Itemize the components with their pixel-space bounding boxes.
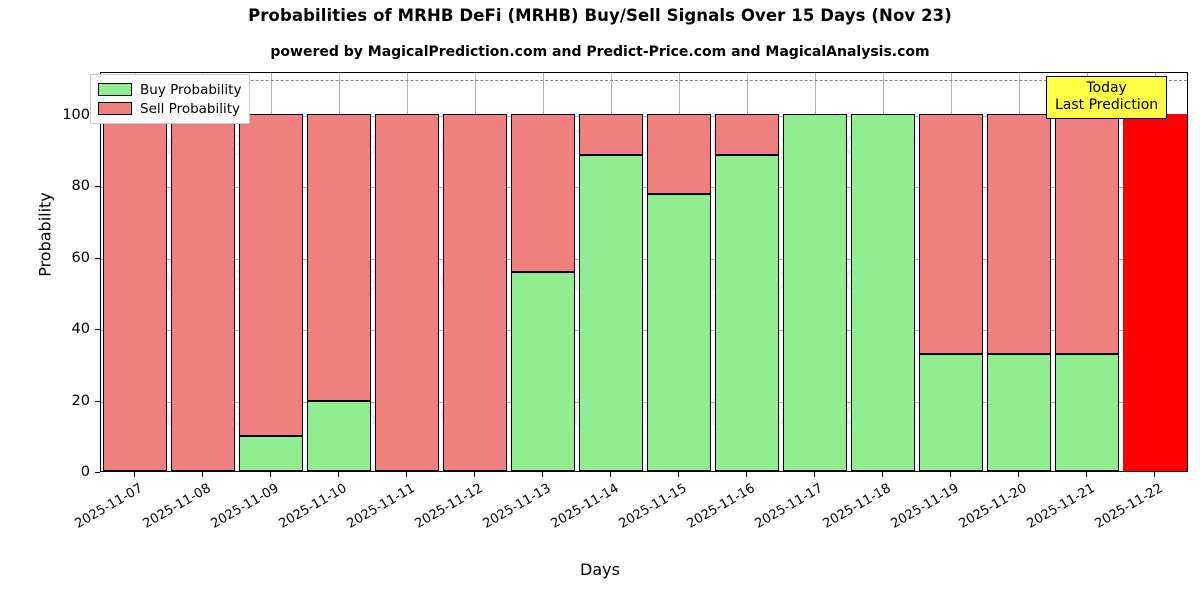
threshold-line	[101, 80, 1187, 82]
legend-swatch-sell-icon	[98, 102, 132, 115]
bar-2025-11-10[interactable]	[307, 73, 371, 471]
bar-2025-11-22[interactable]	[1123, 73, 1187, 471]
bar-segment-sell	[307, 113, 371, 401]
x-tick-mark	[882, 472, 883, 477]
bar-segment-buy	[851, 113, 915, 471]
bar-segment-sell	[511, 113, 575, 273]
legend-label-buy: Buy Probability	[140, 81, 242, 98]
y-tick-mark	[95, 329, 100, 331]
today-annotation-line1: Today	[1086, 80, 1127, 96]
plot-area: MagicalAnalysis.comMagicalPrediction.com…	[100, 72, 1188, 472]
bar-2025-11-20[interactable]	[987, 73, 1051, 471]
gridline-horizontal	[101, 258, 1187, 260]
legend-item-sell: Sell Probability	[98, 99, 241, 118]
y-tick-mark	[95, 186, 100, 188]
x-tick-mark	[474, 472, 475, 477]
bar-2025-11-13[interactable]	[511, 73, 575, 471]
x-tick-mark	[1086, 472, 1087, 477]
bar-segment-buy	[307, 400, 371, 471]
bar-segment-buy	[987, 353, 1051, 471]
y-tick-label: 40	[71, 321, 90, 338]
x-tick-mark	[270, 472, 271, 477]
y-tick-label: 20	[71, 392, 90, 409]
bar-segment-sell	[1055, 113, 1119, 354]
bar-2025-11-19[interactable]	[919, 73, 983, 471]
bar-segment-sell	[443, 113, 507, 471]
bar-2025-11-07[interactable]	[103, 73, 167, 471]
x-tick-mark	[746, 472, 747, 477]
x-tick-mark	[950, 472, 951, 477]
y-tick-mark	[95, 472, 100, 473]
x-tick-mark	[1018, 472, 1019, 477]
bar-segment-buy	[715, 154, 779, 471]
today-annotation: Today Last Prediction	[1046, 76, 1168, 119]
legend-item-buy: Buy Probability	[98, 80, 241, 99]
today-annotation-line2: Last Prediction	[1055, 97, 1159, 113]
gridline-horizontal	[101, 187, 1187, 189]
bar-segment-buy	[511, 272, 575, 471]
y-tick-label: 60	[71, 249, 90, 266]
bar-segment-sell	[647, 113, 711, 195]
bar-segment-sell	[239, 113, 303, 437]
legend-label-sell: Sell Probability	[140, 100, 241, 117]
bar-2025-11-15[interactable]	[647, 73, 711, 471]
x-tick-mark	[814, 472, 815, 477]
page-title: Probabilities of MRHB DeFi (MRHB) Buy/Se…	[248, 6, 952, 25]
gridline-horizontal	[101, 401, 1187, 403]
y-tick-label: 100	[62, 106, 90, 123]
chart-legend: Buy Probability Sell Probability	[90, 74, 251, 124]
bar-segment-sell	[103, 113, 167, 471]
bar-segment-sell	[171, 113, 235, 471]
y-tick-mark	[95, 400, 100, 402]
y-axis-label: Probability	[35, 192, 55, 277]
bar-2025-11-21[interactable]	[1055, 73, 1119, 471]
x-tick-mark	[610, 472, 611, 477]
bar-2025-11-08[interactable]	[171, 73, 235, 471]
x-tick-mark	[1154, 472, 1155, 477]
x-tick-mark	[134, 472, 135, 477]
bar-segment-today	[1123, 113, 1187, 471]
x-tick-mark	[678, 472, 679, 477]
bar-2025-11-17[interactable]	[783, 73, 847, 471]
bar-2025-11-16[interactable]	[715, 73, 779, 471]
bar-2025-11-12[interactable]	[443, 73, 507, 471]
bar-segment-buy	[1055, 353, 1119, 471]
y-tick-label: 0	[80, 464, 90, 480]
bar-2025-11-11[interactable]	[375, 73, 439, 471]
gridline-horizontal	[101, 330, 1187, 332]
bar-segment-buy	[239, 436, 303, 471]
legend-swatch-buy-icon	[98, 83, 132, 96]
bar-2025-11-09[interactable]	[239, 73, 303, 471]
x-tick-mark	[202, 472, 203, 477]
y-tick-label: 80	[71, 178, 90, 195]
bar-segment-buy	[919, 353, 983, 471]
bar-segment-sell	[715, 113, 779, 155]
y-tick-mark	[95, 257, 100, 259]
chart-subtitle: powered by MagicalPrediction.com and Pre…	[270, 44, 930, 60]
x-tick-mark	[406, 472, 407, 477]
bar-segment-sell	[579, 113, 643, 155]
bar-segment-sell	[375, 113, 439, 471]
bar-segment-buy	[579, 154, 643, 471]
x-tick-mark	[338, 472, 339, 477]
bar-segment-buy	[647, 194, 711, 471]
bar-2025-11-18[interactable]	[851, 73, 915, 471]
x-tick-mark	[542, 472, 543, 477]
gridline-horizontal	[101, 115, 1187, 117]
bar-segment-sell	[987, 113, 1051, 354]
x-axis-label: Days	[580, 560, 620, 579]
bar-2025-11-14[interactable]	[579, 73, 643, 471]
bar-segment-sell	[919, 113, 983, 354]
bar-segment-buy	[783, 113, 847, 471]
